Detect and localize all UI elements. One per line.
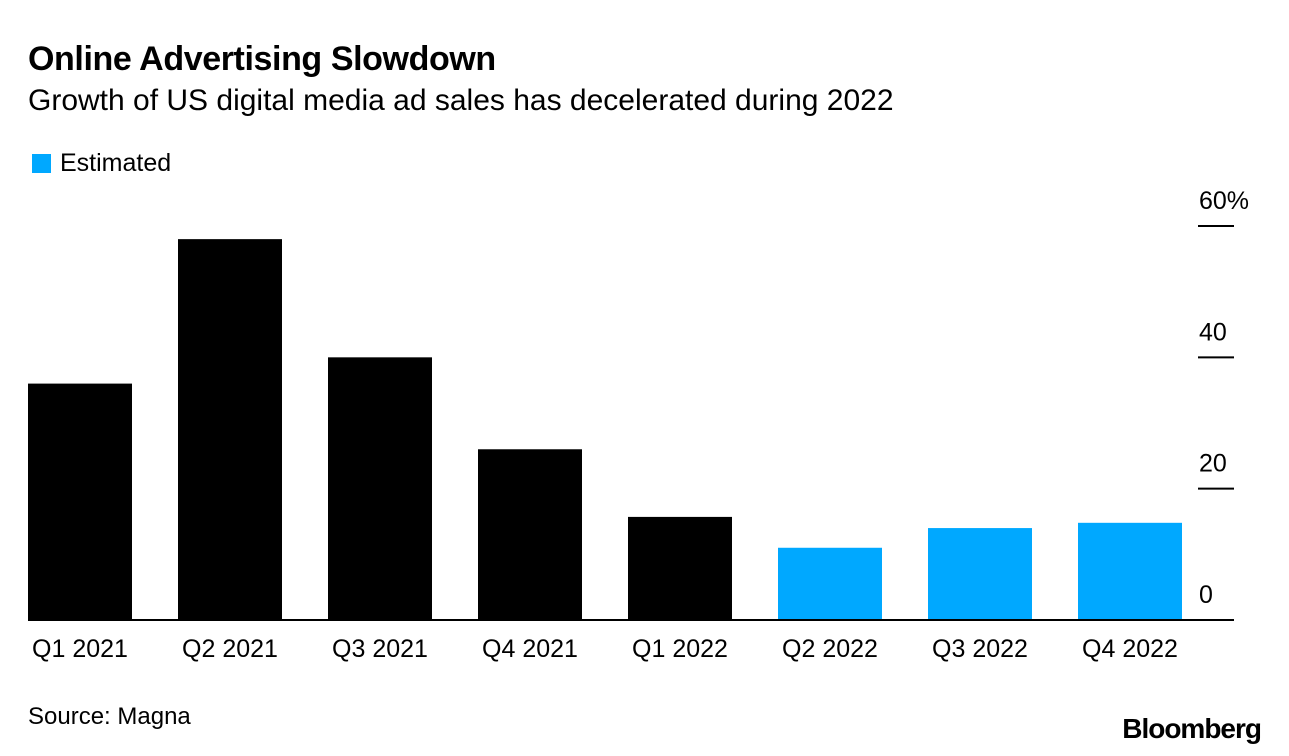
legend-label-estimated: Estimated	[60, 149, 172, 177]
brand-logo: Bloomberg	[1122, 713, 1262, 744]
x-tick-label: Q1 2022	[632, 635, 728, 663]
y-tick-label: 60%	[1199, 187, 1249, 215]
x-tick-label: Q3 2021	[332, 635, 428, 663]
x-tick-label: Q2 2021	[182, 635, 278, 663]
bar-q4-2022	[1078, 522, 1182, 620]
bar-q1-2022	[628, 516, 732, 620]
y-tick-label: 20	[1199, 450, 1227, 478]
bar-q2-2022	[778, 547, 882, 620]
x-tick-label: Q2 2022	[782, 635, 878, 663]
x-tick-label: Q4 2021	[482, 635, 578, 663]
x-tick-label: Q1 2021	[32, 635, 128, 663]
x-tick-label: Q4 2022	[1082, 635, 1178, 663]
bar-q3-2022	[928, 528, 1032, 620]
x-tick-label: Q3 2022	[932, 635, 1028, 663]
y-tick-label: 0	[1199, 581, 1213, 609]
chart-title: Online Advertising Slowdown	[28, 40, 496, 78]
source-note: Source: Magna	[28, 703, 191, 730]
bar-q1-2021	[28, 383, 132, 620]
bar-q3-2021	[328, 357, 432, 620]
chart-subtitle: Growth of US digital media ad sales has …	[28, 84, 894, 117]
bar-q4-2021	[478, 449, 582, 620]
bar-q2-2021	[178, 239, 282, 620]
legend-swatch-estimated	[32, 154, 51, 173]
y-tick-label: 40	[1199, 318, 1227, 346]
legend: Estimated	[32, 149, 171, 178]
